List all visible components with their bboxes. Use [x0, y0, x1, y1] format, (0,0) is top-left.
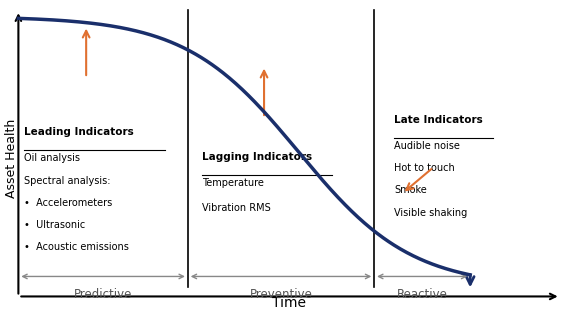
Text: Predictive: Predictive: [74, 289, 132, 301]
Text: Asset Health: Asset Health: [5, 118, 18, 198]
Text: Audible noise: Audible noise: [394, 141, 460, 151]
Text: Oil analysis: Oil analysis: [24, 153, 80, 163]
Text: Reactive: Reactive: [397, 289, 448, 301]
Text: Spectral analysis:: Spectral analysis:: [24, 175, 111, 185]
Text: Preventive: Preventive: [249, 289, 312, 301]
Text: Late Indicators: Late Indicators: [394, 115, 483, 125]
Text: •  Accelerometers: • Accelerometers: [24, 198, 112, 208]
Text: •  Ultrasonic: • Ultrasonic: [24, 220, 85, 230]
Text: Time: Time: [272, 296, 306, 310]
Text: Temperature: Temperature: [202, 178, 264, 188]
Text: Smoke: Smoke: [394, 185, 427, 195]
Text: Visible shaking: Visible shaking: [394, 208, 467, 217]
Text: •  Acoustic emissions: • Acoustic emissions: [24, 242, 129, 252]
Text: Leading Indicators: Leading Indicators: [24, 127, 134, 137]
Text: Hot to touch: Hot to touch: [394, 163, 454, 173]
Text: Lagging Indicators: Lagging Indicators: [202, 152, 312, 162]
Text: Vibration RMS: Vibration RMS: [202, 203, 271, 213]
